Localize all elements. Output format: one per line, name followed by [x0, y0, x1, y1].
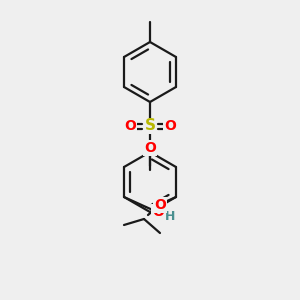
- Text: S: S: [145, 118, 155, 134]
- Text: O: O: [154, 198, 166, 212]
- Text: H: H: [165, 211, 175, 224]
- Text: O: O: [152, 205, 164, 219]
- Text: O: O: [144, 141, 156, 155]
- Text: O: O: [164, 119, 176, 133]
- Text: O: O: [124, 119, 136, 133]
